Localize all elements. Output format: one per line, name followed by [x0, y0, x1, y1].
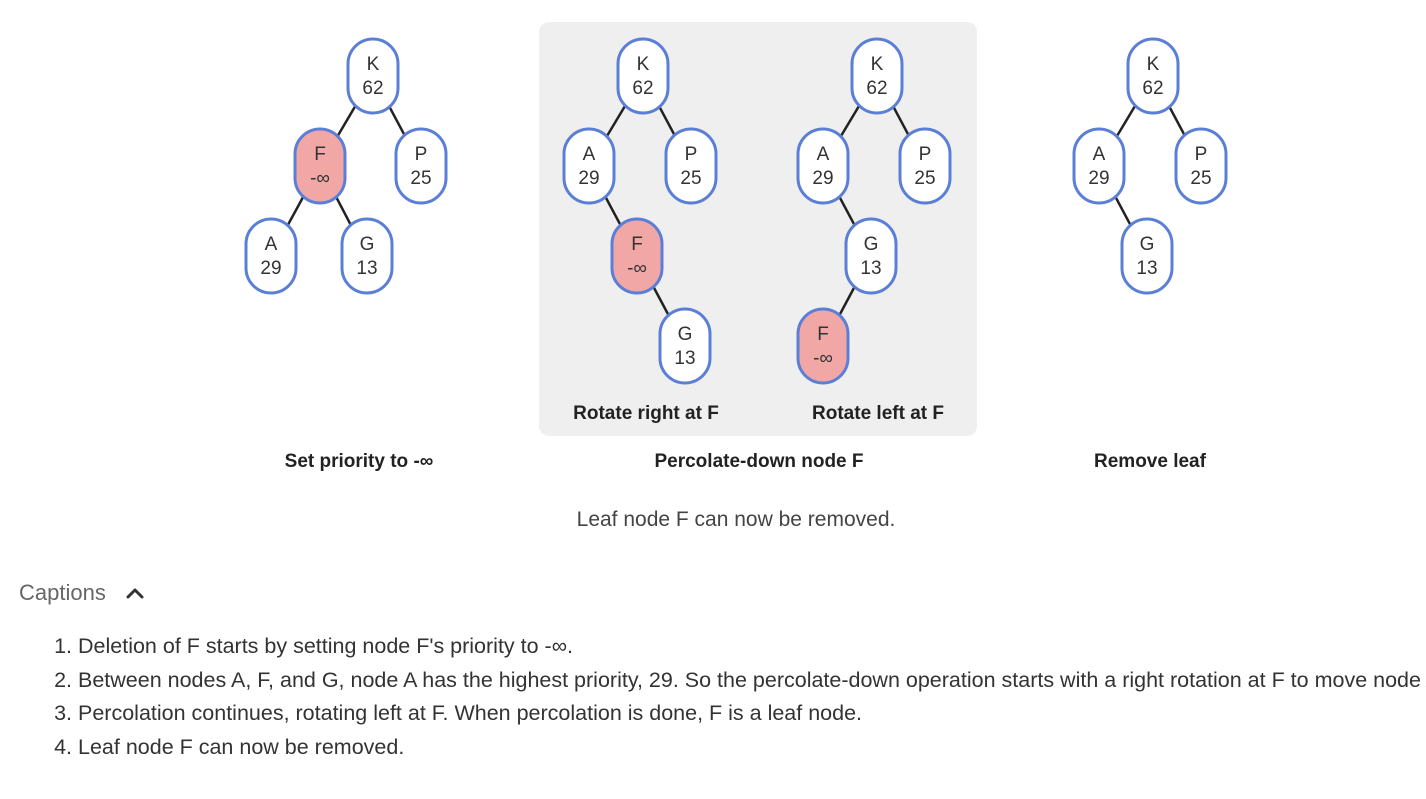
- tree-node: A 29: [1072, 127, 1126, 205]
- panel-label: Set priority to -∞: [285, 451, 434, 472]
- node-shape: [898, 127, 952, 205]
- node-key: K: [367, 54, 380, 75]
- node-shape: [562, 127, 616, 205]
- captions-toggle[interactable]: Captions: [19, 580, 146, 606]
- node-priority: 62: [866, 78, 887, 99]
- node-shape: [1126, 37, 1180, 115]
- node-priority: 29: [260, 258, 281, 279]
- tree-node: K 62: [346, 37, 400, 115]
- tree-node: A 29: [244, 217, 298, 295]
- node-shape: [394, 127, 448, 205]
- tree-node: K 62: [850, 37, 904, 115]
- node-priority: -∞: [813, 348, 833, 369]
- node-shape: [1072, 127, 1126, 205]
- node-priority: 13: [674, 348, 695, 369]
- tree-node: P 25: [664, 127, 718, 205]
- tree-node: K 62: [616, 37, 670, 115]
- node-priority: 13: [356, 258, 377, 279]
- captions-title: Captions: [19, 580, 106, 605]
- node-key: A: [1093, 144, 1106, 165]
- tree: K 62 A 29 P 25 F -∞ G 13: [562, 37, 718, 385]
- node-shape: [616, 37, 670, 115]
- node-shape: [796, 307, 850, 385]
- node-priority: 62: [362, 78, 383, 99]
- node-priority: 29: [1088, 168, 1109, 189]
- node-key: F: [314, 144, 326, 165]
- node-priority: -∞: [310, 168, 330, 189]
- node-priority: 29: [812, 168, 833, 189]
- treap-deletion-diagram: K 62 F -∞ P 25 A 29 G 13 Set priority to -∞ K 62 A 29 P…: [244, 22, 1228, 472]
- tree-node: A 29: [562, 127, 616, 205]
- node-shape: [844, 217, 898, 295]
- tree: K 62 A 29 P 25 G 13: [1072, 37, 1228, 295]
- node-priority: 25: [1190, 168, 1211, 189]
- node-key: P: [919, 144, 932, 165]
- node-priority: -∞: [627, 258, 647, 279]
- node-shape: [293, 127, 347, 205]
- caption-item: Deletion of F starts by setting node F's…: [78, 630, 1426, 664]
- node-key: A: [265, 234, 278, 255]
- node-shape: [346, 37, 400, 115]
- caption-item: Percolation continues, rotating left at …: [78, 697, 1426, 731]
- node-key: P: [1195, 144, 1208, 165]
- node-key: K: [871, 54, 884, 75]
- node-key: F: [817, 324, 829, 345]
- node-priority: 13: [860, 258, 881, 279]
- node-key: G: [360, 234, 375, 255]
- rotation-label: Rotate left at F: [812, 403, 944, 424]
- percolate-panel-background: [539, 22, 977, 436]
- panel-label: Percolate-down node F: [654, 451, 863, 472]
- node-key: K: [637, 54, 650, 75]
- node-shape: [664, 127, 718, 205]
- node-shape: [796, 127, 850, 205]
- tree-node: G 13: [844, 217, 898, 295]
- node-priority: 62: [1142, 78, 1163, 99]
- tree-node: P 25: [394, 127, 448, 205]
- rotation-label: Rotate right at F: [573, 403, 719, 424]
- tree: K 62 A 29 P 25 G 13 F -∞: [796, 37, 952, 385]
- tree-node: A 29: [796, 127, 850, 205]
- tree-node: G 13: [340, 217, 394, 295]
- node-priority: 13: [1136, 258, 1157, 279]
- node-key: G: [678, 324, 693, 345]
- caption-item: Between nodes A, F, and G, node A has th…: [78, 664, 1426, 698]
- chevron-up-icon[interactable]: [124, 582, 146, 604]
- node-shape: [1120, 217, 1174, 295]
- tree-node: P 25: [1174, 127, 1228, 205]
- node-priority: 25: [680, 168, 701, 189]
- node-priority: 25: [914, 168, 935, 189]
- tree: K 62 F -∞ P 25 A 29 G 13: [244, 37, 448, 295]
- tree-node: G 13: [658, 307, 712, 385]
- node-priority: 25: [410, 168, 431, 189]
- node-priority: 62: [632, 78, 653, 99]
- node-key: P: [415, 144, 428, 165]
- node-key: A: [817, 144, 830, 165]
- node-priority: 29: [578, 168, 599, 189]
- node-key: A: [583, 144, 596, 165]
- tree-node: F -∞: [796, 307, 850, 385]
- tree-node: P 25: [898, 127, 952, 205]
- tree-node: G 13: [1120, 217, 1174, 295]
- tree-node: F -∞: [293, 127, 347, 205]
- node-shape: [244, 217, 298, 295]
- node-key: P: [685, 144, 698, 165]
- step-caption: Leaf node F can now be removed.: [576, 508, 896, 531]
- node-key: K: [1147, 54, 1160, 75]
- node-shape: [340, 217, 394, 295]
- node-shape: [658, 307, 712, 385]
- tree-node: F -∞: [610, 217, 664, 295]
- node-shape: [850, 37, 904, 115]
- caption-item: Leaf node F can now be removed.: [78, 731, 1426, 765]
- node-key: G: [1140, 234, 1155, 255]
- node-key: F: [631, 234, 643, 255]
- node-shape: [1174, 127, 1228, 205]
- node-shape: [610, 217, 664, 295]
- captions-list: Deletion of F starts by setting node F's…: [20, 630, 1426, 764]
- node-key: G: [864, 234, 879, 255]
- tree-node: K 62: [1126, 37, 1180, 115]
- panel-label: Remove leaf: [1094, 451, 1207, 472]
